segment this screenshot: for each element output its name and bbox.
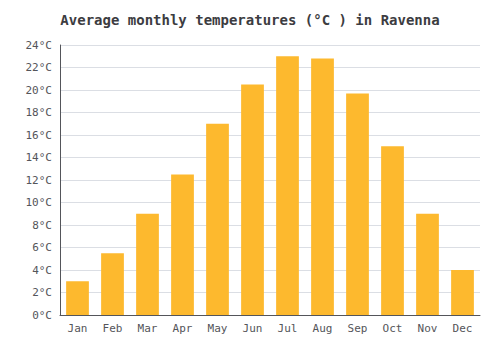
svg-text:Jul: Jul: [278, 322, 298, 335]
svg-text:Sep: Sep: [348, 322, 368, 335]
svg-text:Feb: Feb: [103, 322, 123, 335]
svg-text:Nov: Nov: [418, 322, 438, 335]
svg-text:Jun: Jun: [243, 322, 263, 335]
svg-text:Mar: Mar: [138, 322, 158, 335]
svg-text:Aug: Aug: [313, 322, 333, 335]
svg-text:Jan: Jan: [68, 322, 88, 335]
svg-text:0°C: 0°C: [32, 309, 52, 322]
svg-text:8°C: 8°C: [32, 219, 52, 232]
svg-text:Oct: Oct: [383, 322, 403, 335]
svg-text:Apr: Apr: [173, 322, 193, 335]
svg-text:24°C: 24°C: [26, 39, 53, 52]
svg-text:Average monthly temperatures (: Average monthly temperatures (°C ) in Ra…: [60, 12, 439, 28]
svg-text:6°C: 6°C: [32, 241, 52, 254]
svg-text:20°C: 20°C: [26, 84, 53, 97]
svg-text:18°C: 18°C: [26, 106, 53, 119]
svg-text:May: May: [208, 322, 228, 335]
svg-text:16°C: 16°C: [26, 129, 53, 142]
svg-text:2°C: 2°C: [32, 286, 52, 299]
svg-text:10°C: 10°C: [26, 196, 53, 209]
svg-text:12°C: 12°C: [26, 174, 53, 187]
svg-text:4°C: 4°C: [32, 264, 52, 277]
svg-text:22°C: 22°C: [26, 61, 53, 74]
svg-text:14°C: 14°C: [26, 151, 53, 164]
svg-text:Dec: Dec: [453, 322, 473, 335]
